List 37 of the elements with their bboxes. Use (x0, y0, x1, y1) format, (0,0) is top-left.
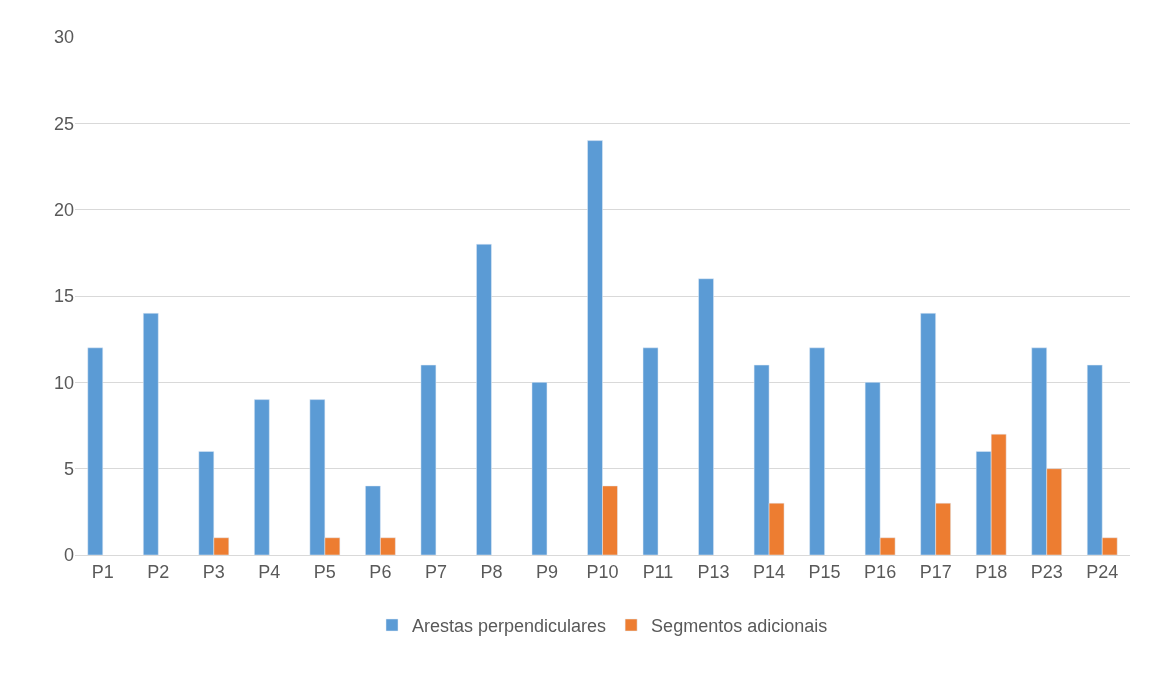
y-tick-label: 20 (53, 199, 74, 220)
x-tick-label: P23 (1030, 561, 1063, 582)
x-tick-label: P2 (147, 561, 170, 582)
x-tick-label: P18 (975, 561, 1008, 582)
x-tick-label: P5 (313, 561, 336, 582)
x-tick-label: P6 (369, 561, 392, 582)
bar (87, 347, 104, 555)
bar (809, 347, 825, 555)
bar (254, 399, 270, 555)
y-tick-label: 15 (53, 286, 74, 307)
y-tick-label: 0 (63, 545, 74, 566)
legend-label: Arestas perpendiculares (412, 616, 607, 637)
bar (143, 313, 159, 555)
x-tick-label: P11 (642, 561, 674, 582)
x-tick-label: P14 (753, 561, 786, 582)
x-tick-label: P17 (919, 561, 952, 582)
legend-label: Segmentos adicionais (651, 616, 828, 637)
x-tick-label: P10 (586, 561, 619, 582)
x-tick-label: P7 (424, 561, 447, 582)
x-tick-label: P24 (1086, 561, 1119, 582)
x-tick-label: P9 (535, 561, 558, 582)
y-tick-label: 30 (53, 27, 74, 48)
bar (531, 382, 548, 555)
bar (642, 347, 659, 555)
x-tick-label: P16 (864, 561, 897, 582)
y-tick-label: 5 (63, 458, 74, 479)
x-tick-label: P13 (697, 561, 730, 582)
x-tick-label: P4 (258, 561, 281, 582)
y-tick-label: 25 (53, 113, 74, 134)
bar (476, 243, 492, 555)
bar (420, 364, 437, 555)
x-tick-label: P1 (91, 561, 114, 582)
y-tick-label: 10 (53, 372, 74, 393)
x-tick-label: P3 (202, 561, 225, 582)
bar (698, 278, 714, 555)
x-tick-label: P8 (480, 561, 503, 582)
x-tick-label: P15 (808, 561, 841, 582)
